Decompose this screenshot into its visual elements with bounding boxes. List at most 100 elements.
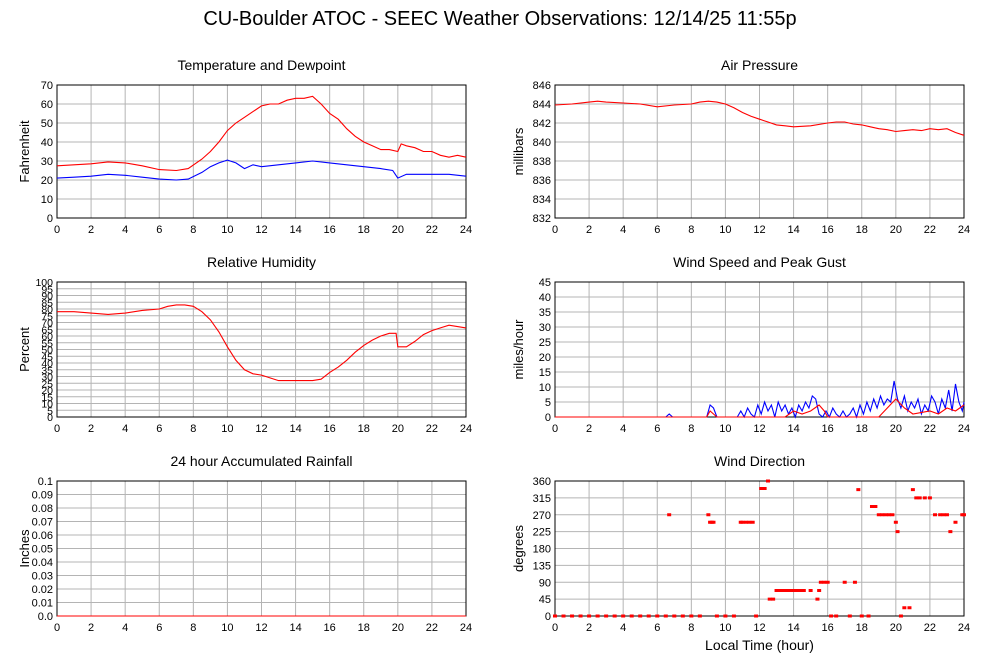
x-tick-label: 8 — [190, 423, 196, 435]
x-tick-label: 18 — [856, 224, 868, 236]
y-tick-label: 0.07 — [32, 517, 53, 529]
x-tick-label: 4 — [620, 224, 626, 236]
y-tick-label: 20 — [41, 175, 53, 187]
x-tick-label: 14 — [289, 423, 301, 435]
y-tick-label: 836 — [533, 175, 551, 187]
x-tick-label: 0 — [54, 423, 60, 435]
data-point — [774, 589, 779, 592]
data-point — [689, 614, 694, 618]
data-point — [646, 614, 651, 618]
data-point — [629, 614, 634, 618]
y-tick-label: 70 — [41, 318, 53, 330]
x-tick-label: 8 — [688, 224, 694, 236]
y-tick-label: 20 — [41, 385, 53, 397]
data-point — [873, 505, 878, 508]
y-tick-label: 0.04 — [32, 557, 53, 569]
y-tick-label: 0 — [47, 213, 53, 225]
y-tick-label: 30 — [539, 322, 551, 334]
data-point — [714, 614, 719, 618]
x-axis-label: Local Time (hour) — [705, 637, 814, 653]
x-tick-label: 22 — [924, 423, 936, 435]
y-tick-label: 0.09 — [32, 490, 53, 502]
chart-title: Wind Speed and Peak Gust — [673, 254, 846, 270]
plot-frame — [554, 480, 965, 617]
data-point — [731, 614, 736, 618]
data-point — [815, 597, 820, 601]
data-point — [762, 487, 767, 490]
chart-title: Air Pressure — [721, 57, 798, 73]
data-point — [791, 589, 796, 592]
x-tick-label: 6 — [156, 224, 162, 236]
data-point — [817, 589, 822, 592]
y-tick-label: 0.0 — [38, 611, 53, 623]
data-point — [711, 520, 716, 524]
y-tick-label: 844 — [533, 99, 551, 111]
data-point — [825, 580, 830, 584]
data-point — [898, 614, 903, 618]
x-tick-label: 24 — [460, 622, 472, 634]
x-tick-label: 18 — [856, 622, 868, 634]
x-tick-label: 24 — [958, 423, 970, 435]
y-tick-label: 0.03 — [32, 571, 53, 583]
x-tick-label: 6 — [654, 224, 660, 236]
y-tick-label: 0 — [545, 611, 551, 623]
data-point — [801, 589, 806, 592]
data-point — [890, 513, 895, 517]
series-line-1 — [554, 100, 965, 136]
x-tick-label: 4 — [620, 423, 626, 435]
x-tick-label: 14 — [787, 423, 799, 435]
y-axis-label: miles/hour — [511, 319, 526, 380]
data-point — [914, 496, 919, 500]
x-tick-label: 20 — [890, 224, 902, 236]
data-point — [667, 513, 672, 517]
data-point — [747, 520, 752, 524]
data-point — [856, 488, 861, 492]
x-tick-label: 0 — [552, 224, 558, 236]
x-tick-label: 10 — [719, 622, 731, 634]
x-tick-label: 24 — [460, 224, 472, 236]
x-tick-label: 18 — [856, 423, 868, 435]
data-point — [847, 614, 852, 618]
y-tick-label: 45 — [41, 351, 53, 363]
data-point — [754, 614, 759, 618]
x-tick-label: 14 — [289, 224, 301, 236]
x-tick-label: 4 — [122, 423, 128, 435]
x-tick-label: 8 — [190, 224, 196, 236]
y-tick-label: 15 — [539, 367, 551, 379]
data-point — [866, 614, 871, 618]
y-tick-label: 0.08 — [32, 503, 53, 515]
plot-frame — [56, 281, 467, 418]
data-point — [859, 614, 864, 618]
y-tick-label: 5 — [545, 397, 551, 409]
y-tick-label: 10 — [41, 399, 53, 411]
y-tick-label: 45 — [539, 594, 551, 606]
x-tick-label: 10 — [221, 622, 233, 634]
x-tick-label: 16 — [822, 423, 834, 435]
data-point — [553, 614, 557, 618]
y-tick-label: 30 — [41, 156, 53, 168]
data-point — [672, 614, 677, 618]
x-tick-label: 16 — [324, 622, 336, 634]
y-tick-label: 225 — [533, 527, 551, 539]
y-tick-label: 80 — [41, 304, 53, 316]
y-tick-label: 40 — [41, 358, 53, 370]
y-tick-label: 10 — [539, 382, 551, 394]
x-tick-label: 6 — [654, 423, 660, 435]
y-tick-label: 315 — [533, 493, 551, 505]
y-tick-label: 842 — [533, 118, 551, 130]
data-point — [706, 513, 711, 517]
data-point — [907, 606, 912, 610]
data-point — [587, 614, 592, 618]
series-line-2 — [56, 159, 467, 181]
x-tick-label: 10 — [221, 423, 233, 435]
x-tick-label: 22 — [426, 622, 438, 634]
x-tick-label: 4 — [122, 224, 128, 236]
y-tick-label: 45 — [539, 277, 551, 289]
data-point — [902, 606, 907, 610]
x-tick-label: 2 — [586, 622, 592, 634]
y-tick-label: 40 — [539, 292, 551, 304]
x-tick-label: 12 — [753, 224, 765, 236]
y-tick-label: 40 — [41, 137, 53, 149]
data-point — [869, 505, 874, 508]
